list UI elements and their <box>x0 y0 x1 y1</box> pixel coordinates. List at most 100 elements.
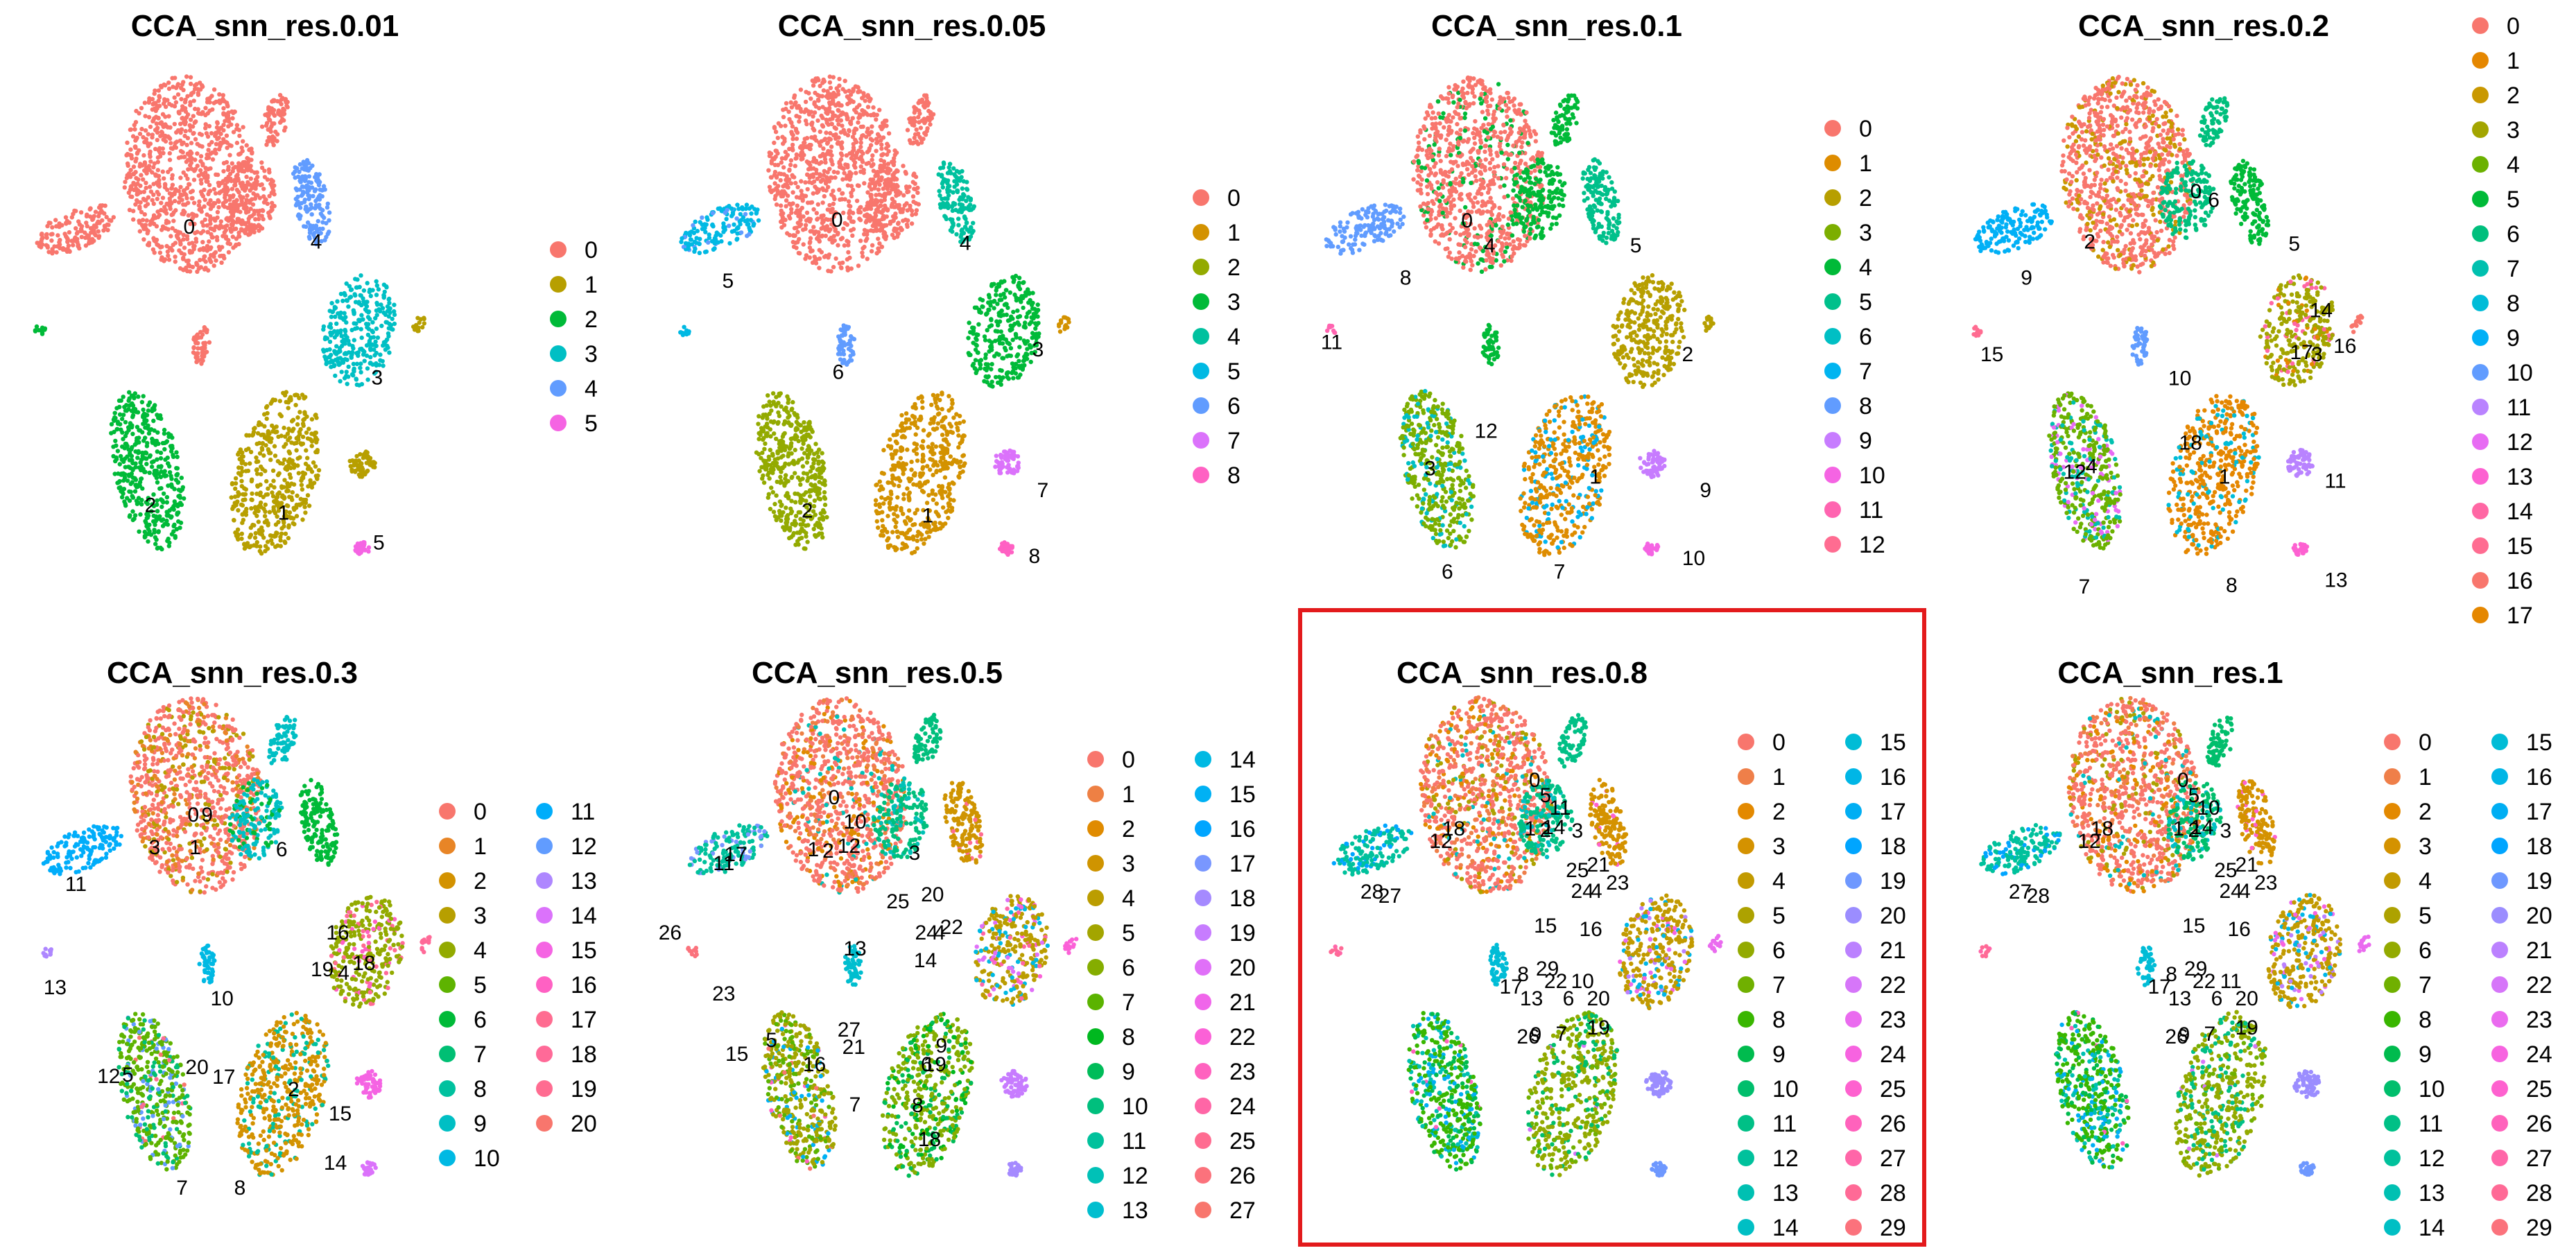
legend-key <box>439 942 456 958</box>
legend-key <box>1195 1028 1211 1045</box>
legend-label: 8 <box>1772 1007 1786 1033</box>
cluster-label: 18 <box>352 952 375 975</box>
legend-key <box>2472 607 2489 623</box>
cluster-label: 7 <box>849 1093 861 1116</box>
cluster-label: 7 <box>176 1177 188 1200</box>
cluster-label: 8 <box>234 1177 246 1200</box>
cluster-label: 7 <box>1555 1023 1567 1046</box>
legend-key <box>1738 942 1754 958</box>
legend-key <box>439 803 456 820</box>
legend-key <box>536 1080 553 1097</box>
cluster-label: 10 <box>1682 547 1705 570</box>
legend-key <box>1845 1219 1862 1236</box>
cluster-label: 24 <box>915 921 938 944</box>
legend-key <box>1195 855 1211 872</box>
legend-key <box>1824 536 1841 553</box>
legend-label: 13 <box>1772 1180 1799 1206</box>
legend-key <box>1845 1184 1862 1201</box>
legend-label: 4 <box>1122 885 1135 912</box>
cluster-label: 7 <box>2079 575 2091 598</box>
point-cloud <box>41 696 432 1177</box>
legend-label: 1 <box>585 272 598 298</box>
legend-label: 6 <box>1122 955 1135 981</box>
cluster-label: 7 <box>1037 479 1049 502</box>
legend-key <box>1738 803 1754 820</box>
cluster-label: 18 <box>2091 817 2113 840</box>
legend-key <box>2491 1011 2508 1028</box>
panel-title: CCA_snn_res.0.8 <box>1397 656 1648 690</box>
cluster-label: 8 <box>1029 545 1041 568</box>
cluster-label: 3 <box>1032 338 1044 361</box>
cluster-label: 29 <box>2184 958 2207 980</box>
legend-label: 4 <box>1772 868 1786 894</box>
legend-label: 4 <box>1859 254 1872 281</box>
legend-key <box>2491 907 2508 924</box>
legend-label: 11 <box>571 799 595 825</box>
legend-label: 15 <box>2507 533 2533 560</box>
cluster-label: 6 <box>833 361 845 384</box>
cluster-label: 9 <box>1700 479 1711 502</box>
legend-label: 29 <box>2526 1215 2552 1241</box>
cluster-label: 6 <box>1442 561 1453 584</box>
legend-key <box>536 942 553 958</box>
legend-key <box>1824 328 1841 345</box>
legend-label: 3 <box>585 341 598 367</box>
cluster-label: 12 <box>2064 461 2086 484</box>
legend-key <box>536 1011 553 1028</box>
legend-key <box>2472 260 2489 277</box>
point-cloud <box>678 74 1071 557</box>
legend-label: 15 <box>571 937 597 964</box>
cluster-label: 23 <box>1606 872 1629 894</box>
cluster-label: 15 <box>2182 915 2205 937</box>
legend-key <box>1195 1063 1211 1080</box>
cluster-label: 13 <box>1520 987 1543 1010</box>
legend-key <box>1824 501 1841 518</box>
legend-label: 22 <box>2526 972 2552 998</box>
cluster-label: 3 <box>2311 343 2323 366</box>
legend-key <box>536 1046 553 1062</box>
legend-key <box>1193 363 1209 379</box>
cluster-label: 3 <box>2220 820 2231 842</box>
cluster-label: 19 <box>1587 1016 1610 1039</box>
cluster-label: 25 <box>2214 859 2237 882</box>
point-cloud <box>1324 75 1715 557</box>
cluster-label: 3 <box>371 366 383 389</box>
legend-label: 7 <box>1122 989 1135 1016</box>
cluster-label: 4 <box>1591 880 1602 903</box>
legend-label: 14 <box>2507 499 2533 525</box>
legend-label: 28 <box>1880 1180 1906 1206</box>
legend-label: 1 <box>1772 764 1786 790</box>
panel-title: CCA_snn_res.0.05 <box>778 9 1046 43</box>
legend-label: 8 <box>1122 1024 1135 1050</box>
panel-title: CCA_snn_res.1 <box>2057 656 2283 690</box>
cluster-label: 26 <box>1516 1025 1539 1048</box>
legend-key <box>1087 959 1104 976</box>
cluster-label: 10 <box>843 811 866 833</box>
point-cloud <box>1978 695 2371 1178</box>
legend-label: 27 <box>1229 1197 1256 1224</box>
legend-key <box>2491 872 2508 889</box>
legend-key <box>1193 328 1209 345</box>
legend-label: 5 <box>474 972 487 998</box>
legend-key <box>1195 1098 1211 1114</box>
legend-key <box>2472 87 2489 103</box>
cluster-label: 29 <box>1536 958 1559 980</box>
cluster-label: 0 <box>1529 769 1541 792</box>
legend-key <box>1193 397 1209 414</box>
legend-label: 23 <box>2526 1007 2552 1033</box>
cluster-label: 0 <box>2190 180 2202 203</box>
legend-label: 7 <box>1227 428 1241 454</box>
legend-key <box>2384 1150 2401 1166</box>
legend-label: 9 <box>2419 1041 2432 1068</box>
legend-label: 17 <box>571 1007 597 1033</box>
legend-label: 3 <box>2419 833 2432 860</box>
legend-key <box>1087 1063 1104 1080</box>
legend-label: 17 <box>2507 603 2533 629</box>
cluster-label: 0 <box>1461 209 1473 232</box>
legend-key <box>2472 295 2489 311</box>
cluster-label: 11 <box>2220 970 2242 993</box>
cluster-label: 24 <box>2220 880 2242 903</box>
legend-key <box>1195 994 1211 1010</box>
